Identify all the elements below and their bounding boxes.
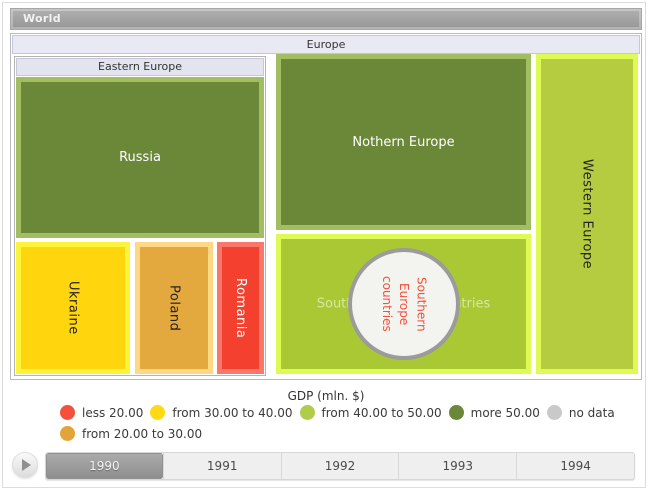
timeline-year-1991[interactable]: 1991 [162, 453, 281, 479]
legend-swatch-gray [546, 405, 562, 420]
legend-item-label: more 50.00 [470, 405, 540, 420]
southern-europe-circle-marker: Southern Europe countries [347, 248, 460, 360]
tile-poland[interactable]: Poland [135, 242, 213, 374]
tile-western-europe[interactable]: Western Europe [536, 54, 638, 374]
legend-item-less-20[interactable]: less 20.00 [60, 405, 143, 420]
legend-item-label: no data [568, 405, 615, 420]
tile-russia[interactable]: Russia [16, 77, 264, 238]
timeline-year-1990[interactable]: 1990 [46, 453, 163, 479]
southern-europe-circle-label: Southern Europe countries [379, 276, 429, 332]
legend-item-label: from 40.00 to 50.00 [321, 405, 442, 420]
legend-item-40-50[interactable]: from 40.00 to 50.00 [299, 405, 442, 420]
legend-swatch-red [60, 405, 75, 420]
legend-swatch-orange [60, 426, 75, 441]
header-eastern-europe[interactable]: Eastern Europe [16, 58, 264, 76]
legend-swatch-yellow [150, 405, 166, 420]
timeline: 1990 1991 1992 1993 1994 [45, 452, 635, 480]
tile-northern-europe-label: Nothern Europe [352, 134, 455, 150]
tile-poland-label: Poland [166, 284, 182, 332]
legend-item-30-40[interactable]: from 30.00 to 40.00 [150, 405, 293, 420]
legend-item-label: less 20.00 [82, 405, 144, 420]
play-button[interactable] [12, 452, 38, 478]
tile-romania[interactable]: Romania [217, 242, 264, 374]
tile-western-europe-label: Western Europe [579, 158, 595, 270]
tile-southern-europe[interactable]: Southern Europe countries Southern Europ… [276, 234, 531, 374]
header-europe[interactable]: Europe [12, 35, 640, 54]
legend-row-2: from 20.00 to 30.00 [60, 426, 620, 441]
legend-swatch-darkgreen [448, 405, 464, 420]
legend-item-20-30[interactable]: from 20.00 to 30.00 [60, 426, 202, 441]
timeline-year-1993[interactable]: 1993 [398, 453, 516, 479]
legend-item-label: from 20.00 to 30.00 [82, 426, 203, 441]
tile-ukraine-label: Ukraine [65, 281, 81, 335]
legend-row-1: less 20.00 from 30.00 to 40.00 from 40.0… [60, 405, 620, 420]
tile-russia-label: Russia [119, 150, 161, 165]
legend-item-no-data[interactable]: no data [546, 405, 615, 420]
tile-northern-europe[interactable]: Nothern Europe [276, 54, 531, 230]
tile-ukraine[interactable]: Ukraine [16, 242, 130, 374]
legend-item-more-50[interactable]: more 50.00 [448, 405, 540, 420]
timeline-year-1994[interactable]: 1994 [516, 453, 634, 479]
legend-item-label: from 30.00 to 40.00 [172, 405, 293, 420]
legend-swatch-yellowgreen [299, 405, 315, 420]
tile-romania-label: Romania [233, 277, 248, 339]
breadcrumb-world[interactable]: World [10, 8, 642, 30]
timeline-year-1992[interactable]: 1992 [280, 453, 399, 479]
legend-title: GDP (mln. $) [287, 389, 365, 403]
play-icon [22, 459, 31, 471]
